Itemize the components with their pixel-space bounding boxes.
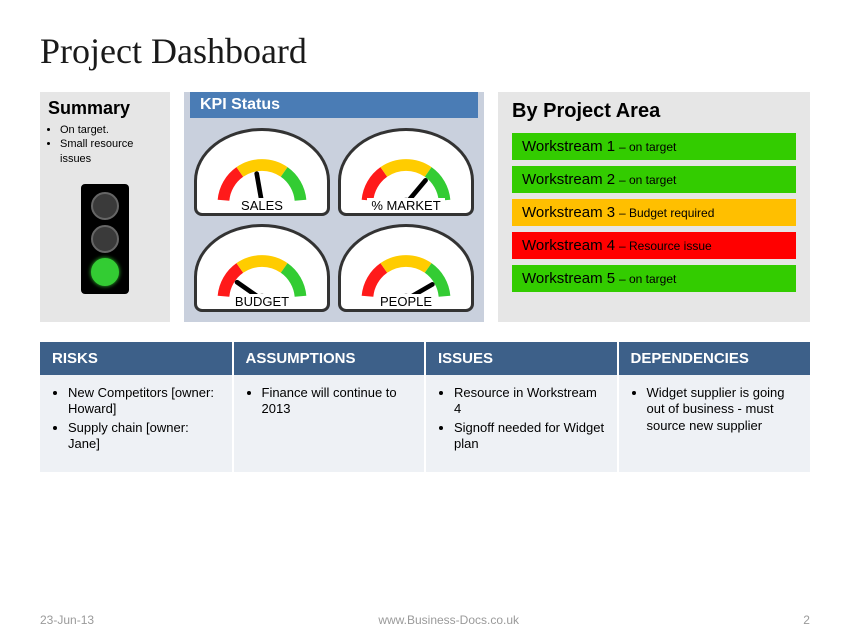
footer-date: 23-Jun-13 bbox=[40, 613, 94, 627]
gauge-people: PEOPLE bbox=[338, 224, 474, 312]
workstream-name: Workstream 3 bbox=[522, 204, 615, 221]
footer-page: 2 bbox=[803, 613, 810, 627]
gauge-label: % MARKET bbox=[367, 198, 444, 213]
traffic-light-green bbox=[91, 258, 119, 286]
raid-item: New Competitors [owner: Howard] bbox=[68, 385, 220, 418]
summary-list: On target.Small resource issues bbox=[48, 123, 162, 166]
traffic-light-icon bbox=[81, 184, 129, 294]
raid-header-issues: ISSUES bbox=[425, 342, 618, 375]
kpi-heading: KPI Status bbox=[190, 92, 478, 118]
summary-bullet: Small resource issues bbox=[60, 137, 162, 166]
raid-table: RISKSASSUMPTIONSISSUESDEPENDENCIES New C… bbox=[40, 342, 810, 472]
top-row: Summary On target.Small resource issues … bbox=[40, 92, 810, 322]
summary-heading: Summary bbox=[48, 98, 162, 119]
project-area-heading: By Project Area bbox=[512, 100, 796, 123]
raid-cell-assumptions: Finance will continue to 2013 bbox=[233, 375, 426, 472]
traffic-light-amber bbox=[91, 225, 119, 253]
summary-panel: Summary On target.Small resource issues bbox=[40, 92, 170, 322]
gauge-label: PEOPLE bbox=[376, 294, 436, 309]
workstream-row: Workstream 3 – Budget required bbox=[512, 199, 796, 226]
workstream-status: – on target bbox=[619, 140, 676, 154]
raid-item: Finance will continue to 2013 bbox=[262, 385, 413, 418]
gauge-grid: SALES % MARKET BUDGET PEOPLE bbox=[184, 118, 484, 322]
raid-item: Signoff needed for Widget plan bbox=[454, 420, 605, 453]
gauge-budget: BUDGET bbox=[194, 224, 330, 312]
raid-item: Supply chain [owner: Jane] bbox=[68, 420, 220, 453]
workstream-row: Workstream 4 – Resource issue bbox=[512, 232, 796, 259]
project-area-panel: By Project Area Workstream 1 – on target… bbox=[498, 92, 810, 322]
workstream-name: Workstream 4 bbox=[522, 237, 615, 254]
raid-item: Resource in Workstream 4 bbox=[454, 385, 605, 418]
kpi-panel: KPI Status SALES % MARKET BUDGET PEOPLE bbox=[184, 92, 484, 322]
raid-item: Widget supplier is going out of business… bbox=[647, 385, 799, 434]
gauge-sales: SALES bbox=[194, 128, 330, 216]
raid-cell-risks: New Competitors [owner: Howard]Supply ch… bbox=[40, 375, 233, 472]
gauge-label: SALES bbox=[237, 198, 287, 213]
workstream-status: – Budget required bbox=[619, 206, 714, 220]
summary-bullet: On target. bbox=[60, 123, 162, 137]
traffic-light-red bbox=[91, 192, 119, 220]
gauge-label: BUDGET bbox=[231, 294, 293, 309]
workstream-row: Workstream 1 – on target bbox=[512, 133, 796, 160]
workstream-row: Workstream 2 – on target bbox=[512, 166, 796, 193]
raid-cell-issues: Resource in Workstream 4Signoff needed f… bbox=[425, 375, 618, 472]
raid-header-assumptions: ASSUMPTIONS bbox=[233, 342, 426, 375]
workstream-status: – on target bbox=[619, 173, 676, 187]
raid-header-dependencies: DEPENDENCIES bbox=[618, 342, 811, 375]
raid-cell-dependencies: Widget supplier is going out of business… bbox=[618, 375, 811, 472]
workstream-row: Workstream 5 – on target bbox=[512, 265, 796, 292]
gauge--market: % MARKET bbox=[338, 128, 474, 216]
workstream-status: – Resource issue bbox=[619, 239, 712, 253]
workstream-name: Workstream 5 bbox=[522, 270, 615, 287]
footer-url: www.Business-Docs.co.uk bbox=[378, 613, 519, 627]
workstream-name: Workstream 2 bbox=[522, 171, 615, 188]
workstream-name: Workstream 1 bbox=[522, 138, 615, 155]
raid-header-risks: RISKS bbox=[40, 342, 233, 375]
workstream-status: – on target bbox=[619, 272, 676, 286]
footer: 23-Jun-13 www.Business-Docs.co.uk 2 bbox=[40, 613, 810, 627]
page-title: Project Dashboard bbox=[40, 30, 810, 72]
